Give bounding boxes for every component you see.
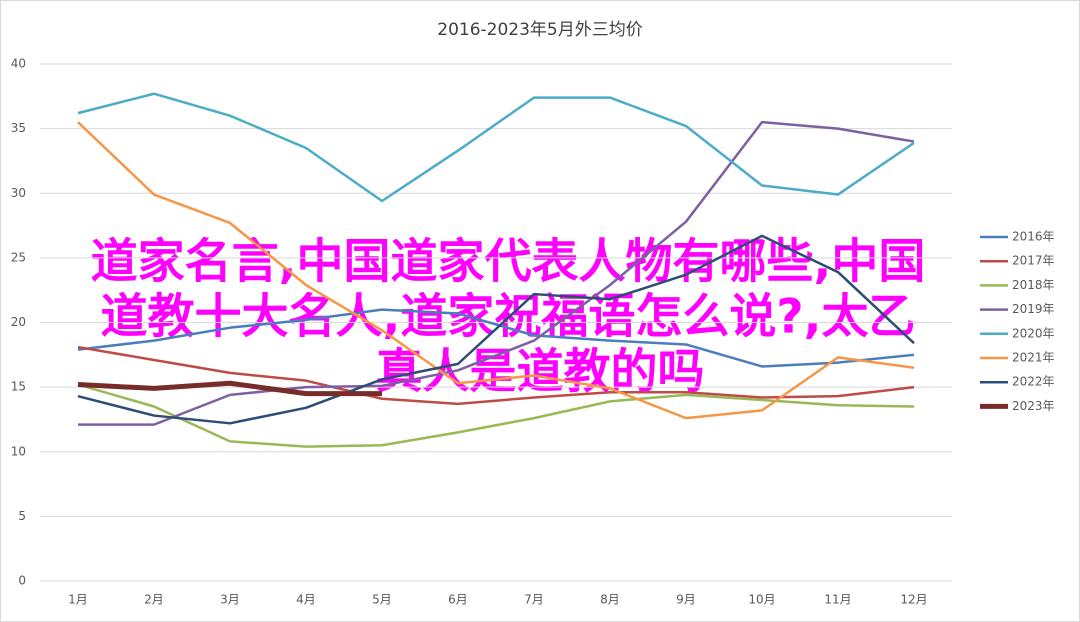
x-tick-label: 5月 xyxy=(372,593,392,607)
legend-label: 2019年 xyxy=(1012,302,1055,316)
x-tick-label: 4月 xyxy=(296,593,316,607)
y-tick-label: 40 xyxy=(11,57,26,71)
series-line xyxy=(77,121,915,420)
legend-label: 2018年 xyxy=(1012,278,1055,292)
series-line xyxy=(77,92,915,203)
y-tick-label: 0 xyxy=(18,574,26,588)
legend-label: 2022年 xyxy=(1012,375,1055,389)
series-line xyxy=(78,120,915,426)
x-tick-label: 12月 xyxy=(900,593,927,607)
chart-title: 2016-2023年5月外三均价 xyxy=(437,20,642,40)
legend-label: 2016年 xyxy=(1012,230,1055,244)
y-tick-label: 5 xyxy=(18,509,26,523)
x-tick-label: 10月 xyxy=(748,593,775,607)
overlay-text: 道家名言,中国道家代表人物有哪些,中国 xyxy=(91,235,926,290)
x-tick-label: 1月 xyxy=(68,593,88,607)
x-tick-label: 11月 xyxy=(824,593,851,607)
y-tick-label: 35 xyxy=(11,121,26,135)
legend-label: 2020年 xyxy=(1012,326,1055,340)
y-tick-label: 15 xyxy=(11,380,26,394)
legend-label: 2017年 xyxy=(1012,254,1055,268)
y-tick-label: 30 xyxy=(11,186,26,200)
x-tick-label: 7月 xyxy=(524,593,544,607)
overlay: 道家名言,中国道家代表人物有哪些,中国道教十大名人,道家祝福语怎么说?,太乙真人… xyxy=(90,234,926,400)
x-tick-label: 6月 xyxy=(448,593,468,607)
series-line xyxy=(77,380,382,397)
y-tick-label: 20 xyxy=(11,315,26,329)
legend-label: 2023年 xyxy=(1012,399,1055,413)
x-tick-label: 2月 xyxy=(144,593,164,607)
x-tick-label: 9月 xyxy=(676,593,696,607)
overlay-text: 真人是道教的吗 xyxy=(376,345,705,400)
series-line xyxy=(77,345,915,406)
series-line xyxy=(77,308,915,368)
series-line xyxy=(77,234,915,425)
y-tick-label: 10 xyxy=(11,444,26,458)
x-tick-label: 3月 xyxy=(220,593,240,607)
y-tick-label: 25 xyxy=(11,250,26,264)
legend-label: 2021年 xyxy=(1012,351,1055,365)
x-tick-label: 8月 xyxy=(600,593,620,607)
